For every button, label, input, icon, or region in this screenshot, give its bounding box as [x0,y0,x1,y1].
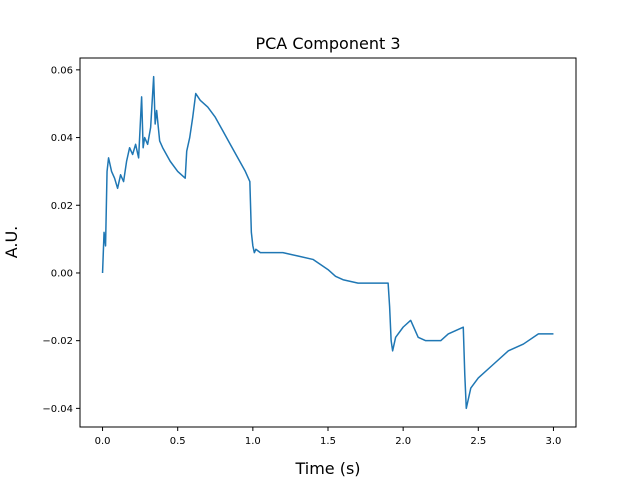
chart-title: PCA Component 3 [255,34,400,53]
x-axis-ticks: 0.0 0.5 1.0 1.5 2.0 2.5 3.0 [95,427,562,447]
x-tick-label: 0.0 [95,436,111,447]
y-tick-label: 0.02 [51,201,73,212]
axes-frame [79,57,577,428]
y-tick-label: 0.06 [51,65,73,76]
y-tick-label: 0.04 [51,133,73,144]
x-tick-label: 3.0 [546,436,562,447]
x-tick-label: 2.5 [470,436,486,447]
x-axis-label: Time (s) [294,459,360,478]
plot-area [101,75,554,410]
y-tick-label: −0.04 [42,404,73,415]
x-tick-label: 2.0 [395,436,411,447]
x-tick-label: 1.0 [245,436,261,447]
y-axis-label: A.U. [2,226,21,259]
y-tick-label: 0.00 [51,268,73,279]
y-tick-label: −0.02 [42,336,73,347]
x-tick-label: 1.5 [320,436,336,447]
series-line-0 [101,75,554,410]
y-axis-ticks: −0.04 −0.02 0.00 0.02 0.04 0.06 [42,65,80,415]
x-tick-label: 0.5 [170,436,186,447]
